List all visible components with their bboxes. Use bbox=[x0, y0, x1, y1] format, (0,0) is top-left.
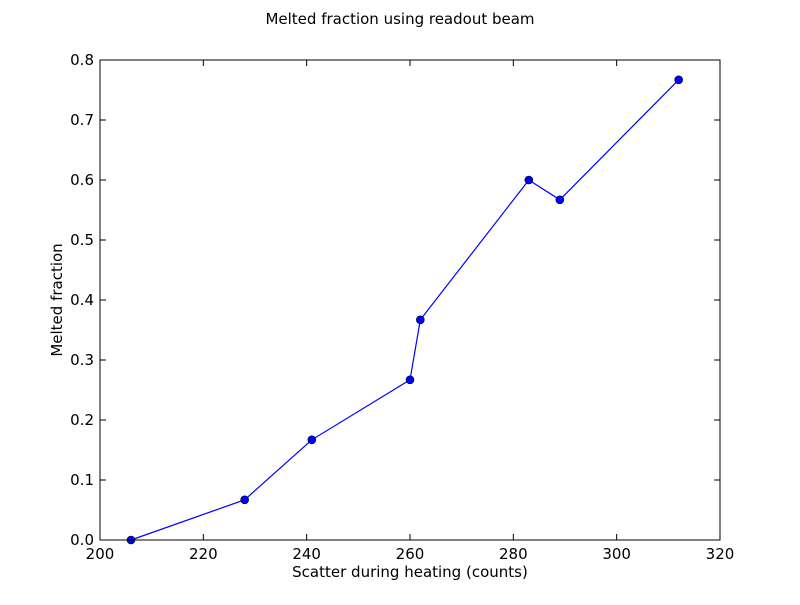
data-point bbox=[674, 75, 683, 85]
y-axis-label: Melted fraction bbox=[48, 243, 66, 356]
data-point bbox=[240, 495, 249, 505]
chart-title: Melted fraction using readout beam bbox=[265, 10, 534, 28]
y-tick-label: 0.3 bbox=[70, 351, 94, 369]
y-tick-label: 0.0 bbox=[70, 531, 94, 549]
x-tick-label: 300 bbox=[602, 545, 631, 563]
x-tick-label: 320 bbox=[706, 545, 735, 563]
data-point bbox=[307, 435, 317, 445]
data-point bbox=[405, 375, 415, 385]
x-axis-ticks: 200 220 240 260 280 300 320 bbox=[86, 60, 735, 563]
y-axis-ticks: 0.0 0.1 0.2 0.3 0.4 0.5 0.6 0.7 0.8 bbox=[70, 51, 720, 549]
x-tick-label: 200 bbox=[86, 545, 115, 563]
y-tick-label: 0.5 bbox=[70, 231, 94, 249]
x-tick-label: 260 bbox=[396, 545, 425, 563]
x-tick-label: 240 bbox=[292, 545, 321, 563]
y-tick-label: 0.1 bbox=[70, 471, 94, 489]
y-tick-label: 0.8 bbox=[70, 51, 94, 69]
x-tick-label: 220 bbox=[189, 545, 218, 563]
data-point bbox=[555, 195, 565, 205]
y-tick-label: 0.6 bbox=[70, 171, 94, 189]
data-point bbox=[524, 175, 534, 185]
x-axis-label: Scatter during heating (counts) bbox=[292, 563, 528, 581]
data-point bbox=[416, 315, 425, 325]
series-line bbox=[130, 79, 680, 541]
y-tick-label: 0.2 bbox=[70, 411, 94, 429]
y-tick-label: 0.4 bbox=[70, 291, 94, 309]
y-tick-label: 0.7 bbox=[70, 111, 94, 129]
x-tick-label: 280 bbox=[499, 545, 528, 563]
plot-area bbox=[99, 59, 721, 545]
